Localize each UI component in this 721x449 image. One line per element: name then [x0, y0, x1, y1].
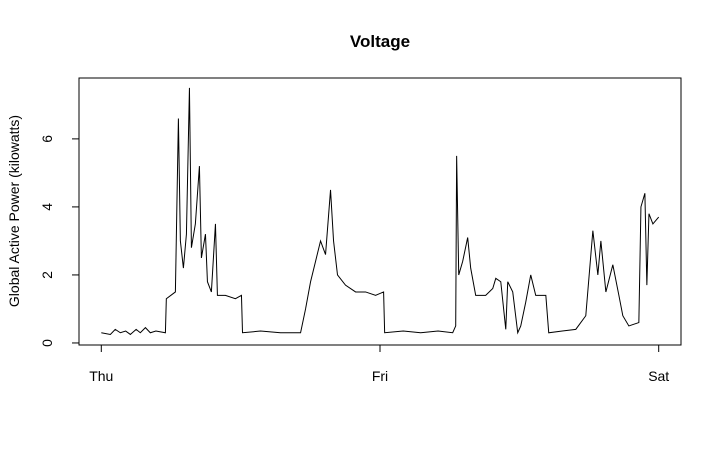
y-tick-label: 4	[39, 203, 55, 211]
x-tick-label: Thu	[89, 368, 113, 384]
chart-title: Voltage	[350, 32, 410, 51]
x-tick-label: Fri	[372, 368, 388, 384]
y-tick-label: 0	[39, 339, 55, 347]
y-tick-label: 2	[39, 271, 55, 279]
y-axis-label: Global Active Power (kilowatts)	[6, 115, 22, 307]
y-tick-label: 6	[39, 135, 55, 143]
x-tick-label: Sat	[648, 368, 669, 384]
data-line	[101, 87, 660, 336]
